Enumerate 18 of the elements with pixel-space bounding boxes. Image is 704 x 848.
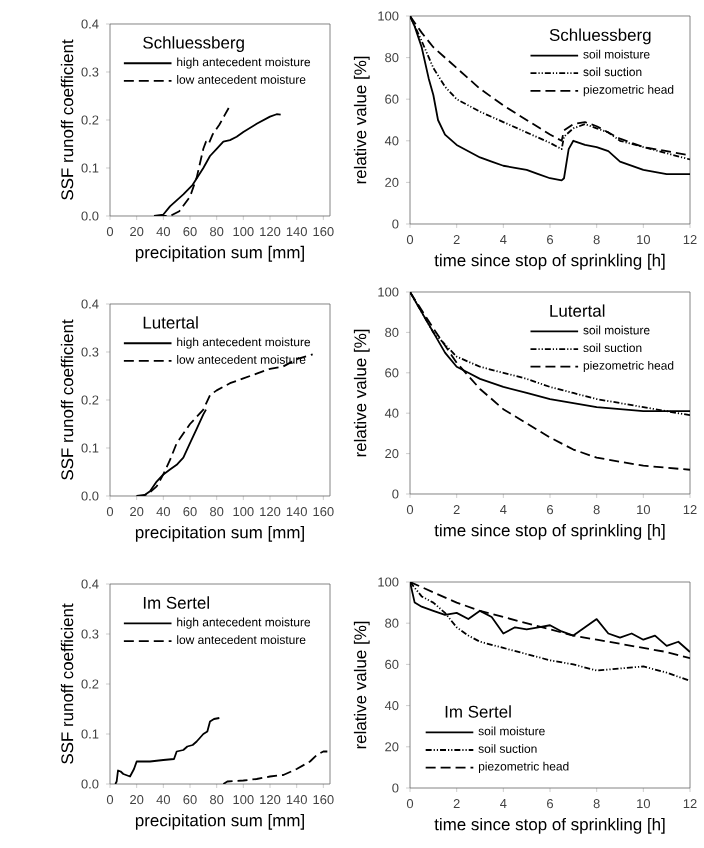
x-axis-title: precipitation sum [mm] bbox=[135, 813, 304, 830]
x-axis-title: time since stop of sprinkling [h] bbox=[434, 817, 665, 834]
legend-title: Im Sertel bbox=[143, 596, 209, 609]
x-axis-title: time since stop of sprinkling [h] bbox=[434, 523, 665, 540]
x-axis-title: precipitation sum [mm] bbox=[135, 525, 304, 542]
y-axis-title: SSF runoff coefficient bbox=[60, 603, 74, 764]
y-axis-title: SSF runoff coefficient bbox=[60, 39, 74, 200]
legend-title: Schluessberg bbox=[143, 36, 244, 52]
legend-title: Lutertal bbox=[550, 304, 605, 317]
y-axis-title: SSF runoff coefficient bbox=[60, 319, 74, 480]
y-axis-title: relative value [%] bbox=[353, 329, 370, 457]
legend-title: Im Sertel bbox=[445, 705, 511, 718]
legend-title: Schluessberg bbox=[549, 28, 651, 45]
y-axis-title: relative value [%] bbox=[353, 621, 370, 749]
legend-title: Lutertal bbox=[143, 316, 198, 329]
y-axis-title: relative value [%] bbox=[353, 56, 370, 184]
x-axis-title: time since stop of sprinkling [h] bbox=[434, 253, 665, 270]
x-axis-title: precipitation sum [mm] bbox=[135, 245, 304, 262]
